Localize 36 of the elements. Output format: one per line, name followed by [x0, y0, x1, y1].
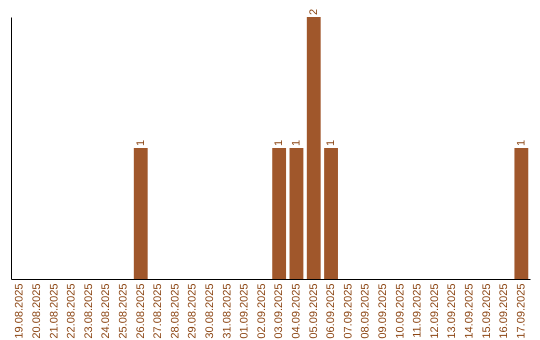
x-tick-label: 20.08.2025 [30, 284, 43, 339]
data-label: 1 [290, 140, 302, 146]
x-tick-label: 11.09.2025 [412, 284, 424, 338]
x-tick-label: 04.09.2025 [290, 284, 302, 339]
x-tick-label: 28.08.2025 [169, 284, 182, 339]
x-tick-label: 02.09.2025 [256, 284, 268, 339]
data-label: 1 [134, 140, 147, 146]
data-label: 1 [515, 140, 528, 146]
x-tick-label: 13.09.2025 [446, 284, 458, 339]
x-tick-label: 30.08.2025 [204, 284, 216, 339]
data-label: 2 [308, 8, 320, 15]
x-tick-label: 23.08.2025 [82, 284, 95, 339]
x-tick-label: 01.09.2025 [238, 284, 251, 339]
x-tick-label: 21.08.2025 [48, 284, 60, 339]
x-tick-label: 07.09.2025 [342, 284, 354, 339]
x-tick-label: 31.08.2025 [221, 284, 234, 339]
x-tick-label: 03.09.2025 [273, 284, 286, 339]
x-tick-label: 22.08.2025 [66, 284, 78, 339]
x-tick-label: 10.09.2025 [394, 284, 406, 339]
x-tick-label: 26.08.2025 [134, 284, 147, 339]
data-label: 1 [273, 140, 286, 146]
x-tick-label: 09.09.2025 [376, 284, 389, 339]
x-tick-label: 25.08.2025 [117, 284, 130, 339]
x-tick-label: 14.09.2025 [463, 284, 476, 339]
x-tick-label: 29.08.2025 [186, 284, 199, 339]
x-tick-label: 24.08.2025 [100, 284, 112, 339]
data-label: 1 [325, 140, 338, 146]
x-tick-label: 16.09.2025 [498, 284, 510, 339]
x-tick-label: 15.09.2025 [480, 284, 493, 339]
x-tick-label: 17.09.2025 [515, 284, 528, 339]
x-tick-label: 06.09.2025 [325, 284, 338, 339]
x-tick-label: 05.09.2025 [308, 284, 320, 339]
x-tick-label: 08.09.2025 [360, 284, 372, 339]
x-tick-label: 27.08.2025 [152, 284, 164, 339]
x-tick-label: 19.08.2025 [14, 284, 26, 339]
x-tick-label: 12.09.2025 [428, 284, 441, 339]
